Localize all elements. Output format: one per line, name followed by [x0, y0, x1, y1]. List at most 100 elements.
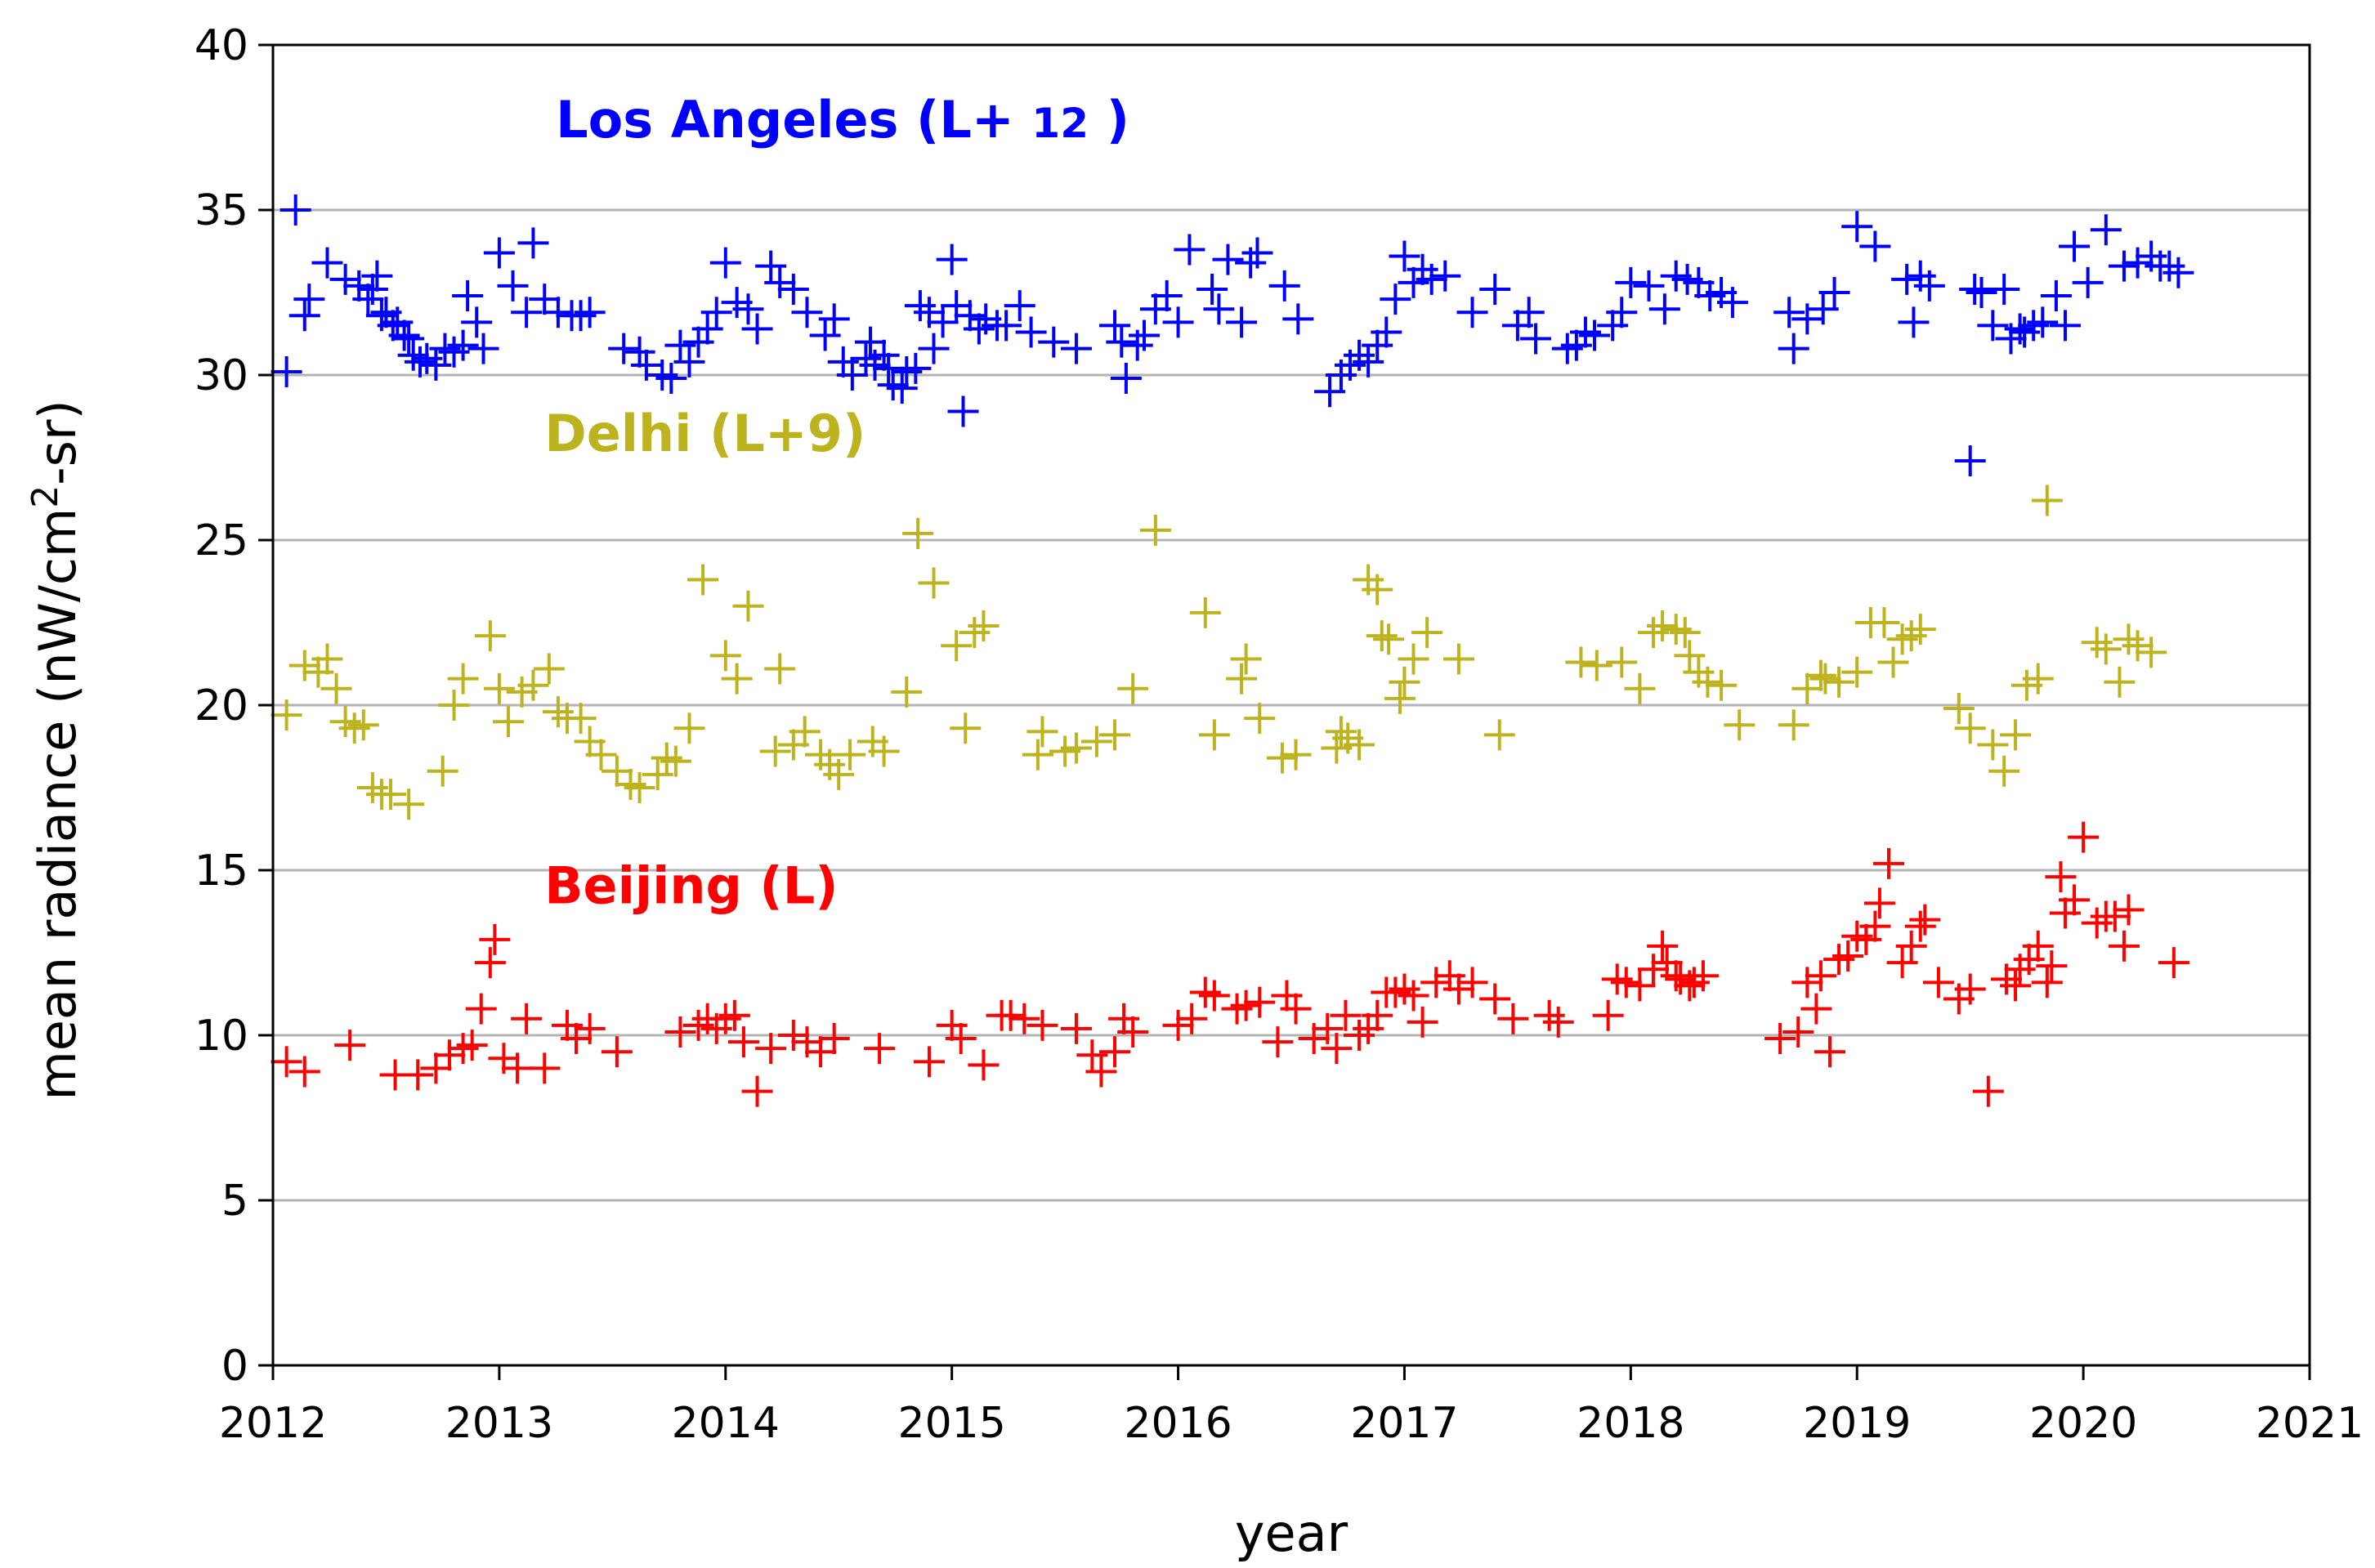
data-point — [2045, 861, 2077, 893]
data-point — [397, 339, 429, 371]
data-point — [1129, 319, 1161, 351]
data-point — [1162, 306, 1194, 338]
x-tick-label: 2012 — [219, 1399, 327, 1448]
data-point — [427, 755, 458, 787]
data-point — [732, 590, 764, 622]
data-point — [479, 923, 511, 955]
data-point — [1060, 1012, 1092, 1044]
data-point — [1479, 273, 1511, 305]
data-point — [2163, 257, 2194, 288]
data-point — [608, 333, 640, 364]
data-point — [2049, 310, 2081, 342]
data-point — [913, 1046, 945, 1078]
y-axis-title-main: mean radiance (nW/cm — [28, 508, 87, 1101]
data-point — [1312, 1012, 1344, 1044]
data-point — [1724, 709, 1756, 741]
data-point — [1823, 666, 1855, 698]
data-point — [601, 1036, 633, 1068]
data-point — [467, 333, 499, 364]
data-point — [1904, 614, 1936, 646]
data-point — [1198, 719, 1230, 751]
data-point — [1366, 620, 1398, 652]
data-point — [1904, 910, 1936, 942]
data-point — [1398, 980, 1429, 1012]
data-point — [2027, 306, 2059, 338]
data-point — [1943, 693, 1975, 725]
series-labels: Los Angeles (L+ 12 ) Delhi (L+9) Beijing (… — [544, 90, 1129, 915]
data-point — [1669, 617, 1701, 649]
data-point — [1624, 970, 1656, 1002]
series-label-part: Delhi (L+9) — [544, 404, 865, 463]
data-point — [1863, 887, 1895, 919]
data-point — [2108, 250, 2140, 282]
data-point — [1099, 719, 1131, 751]
data-point — [461, 306, 493, 338]
data-point — [891, 676, 923, 708]
data-point — [492, 706, 524, 738]
data-point — [347, 709, 379, 741]
data-point — [1886, 947, 1918, 979]
data-point — [1687, 960, 1719, 992]
data-point — [1038, 326, 1070, 358]
data-point — [624, 336, 655, 368]
data-point — [1954, 973, 1986, 1005]
data-point — [1080, 726, 1112, 757]
data-point — [2040, 280, 2072, 312]
data-point — [1389, 666, 1420, 698]
data-point — [1411, 617, 1443, 649]
data-point — [2108, 930, 2140, 962]
data-point — [1633, 270, 1665, 302]
data-point — [1022, 739, 1053, 771]
series-label-part: ) — [1089, 90, 1129, 150]
x-tick-label: 2018 — [1577, 1399, 1684, 1448]
data-point — [1026, 1009, 1058, 1041]
x-tick-label: 2021 — [2256, 1399, 2364, 1448]
data-point — [1004, 290, 1035, 322]
data-point — [1230, 989, 1262, 1021]
data-point — [834, 739, 866, 771]
data-point — [624, 772, 655, 803]
data-point — [2104, 666, 2136, 698]
data-point — [1647, 610, 1679, 642]
data-point — [1624, 672, 1656, 704]
data-point — [511, 297, 543, 328]
data-point — [691, 313, 723, 345]
data-point — [709, 247, 741, 279]
data-point — [483, 672, 515, 704]
y-tick-label: 5 — [221, 1177, 248, 1226]
data-point — [2122, 247, 2154, 279]
data-point — [1841, 656, 1873, 688]
data-point — [334, 1030, 366, 1061]
data-point — [1692, 666, 1724, 698]
data-point — [497, 270, 529, 302]
data-point — [529, 284, 561, 315]
data-point — [709, 640, 741, 672]
data-point — [1085, 1056, 1117, 1088]
data-point — [2000, 719, 2032, 751]
data-point — [574, 1012, 606, 1044]
data-point — [741, 313, 773, 345]
data-point — [1420, 967, 1452, 998]
data-point — [886, 373, 918, 404]
data-point — [456, 1030, 488, 1061]
data-point — [1606, 646, 1638, 678]
data-point — [517, 669, 549, 701]
data-point — [1898, 306, 1930, 338]
data-point — [1859, 230, 1891, 262]
data-point — [402, 1059, 434, 1091]
data-point — [1674, 640, 1706, 672]
y-tick-label: 15 — [195, 847, 248, 896]
data-point — [2090, 633, 2122, 665]
data-point — [1203, 293, 1235, 325]
data-point — [1099, 1036, 1131, 1068]
data-point — [941, 630, 973, 662]
data-point — [1176, 1003, 1208, 1034]
data-point — [1782, 1016, 1814, 1048]
data-point — [660, 745, 691, 777]
data-point — [1800, 993, 1832, 1025]
data-point — [902, 517, 934, 549]
data-point — [2059, 230, 2091, 262]
data-point — [447, 663, 479, 695]
data-point — [1988, 755, 2020, 787]
